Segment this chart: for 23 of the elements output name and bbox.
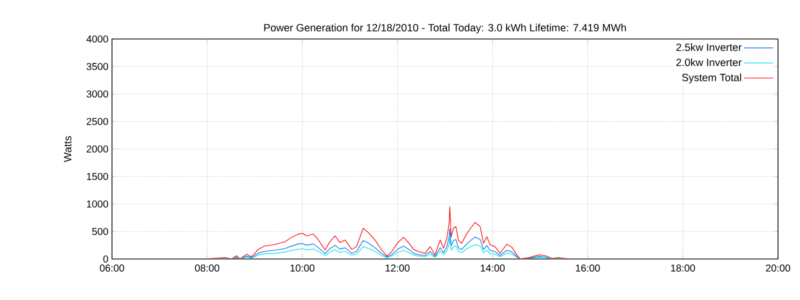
y-axis-title: Watts <box>64 136 72 162</box>
y-tick-label: 3500 <box>86 62 108 70</box>
x-tick-label: 20:00 <box>766 264 790 272</box>
y-tick-label: 3000 <box>86 90 108 98</box>
y-tick-label: 500 <box>92 228 108 236</box>
legend-label: 2.0kw Inverter <box>676 58 742 66</box>
x-tick-label: 18:00 <box>671 264 695 272</box>
x-tick-label: 14:00 <box>480 264 505 272</box>
chart-title: Power Generation for 12/18/2010 - Total Today: 3.0 kWh Lifetime: 7.419 MWh <box>264 24 626 34</box>
y-tick-label: 4000 <box>86 35 108 43</box>
line-series <box>206 206 570 259</box>
y-tick-label: 0 <box>103 255 108 263</box>
legend-label: 2.5kw Inverter <box>676 43 742 52</box>
y-tick-label: 1000 <box>86 200 108 208</box>
x-tick-label: 16:00 <box>576 264 600 272</box>
x-tick-label: 08:00 <box>195 264 220 272</box>
y-tick-label: 2000 <box>86 145 108 153</box>
x-tick-label: 06:00 <box>100 264 124 272</box>
y-tick-label: 1500 <box>86 172 108 180</box>
legend-label: System Total <box>682 74 742 84</box>
x-tick-label: 12:00 <box>386 264 410 272</box>
y-tick-label: 2500 <box>86 118 108 126</box>
x-tick-label: 10:00 <box>290 264 314 272</box>
